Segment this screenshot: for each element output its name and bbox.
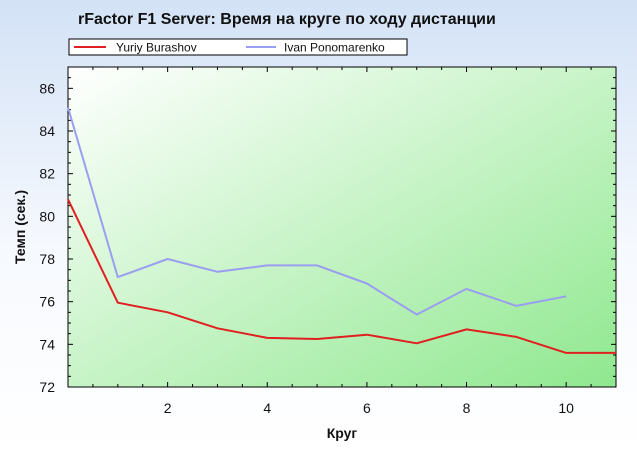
- y-axis-label: Темп (сек.): [12, 190, 28, 264]
- y-tick-label: 80: [39, 208, 55, 224]
- x-tick-label: 4: [263, 400, 271, 416]
- series-line-ivan-ponomarenko: [67, 107, 567, 316]
- y-tick-label: 84: [39, 123, 55, 139]
- series-layer: [67, 107, 616, 354]
- x-axis: 2 4 6 8 10: [92, 67, 592, 416]
- y-axis: 72 74 76 78 80 82 84 86: [39, 77, 616, 395]
- y-tick-label: 78: [39, 251, 55, 267]
- legend-label-ponomarenko: Ivan Ponomarenko: [284, 41, 385, 55]
- chart-title: rFactor F1 Server: Время на круге по ход…: [78, 11, 496, 28]
- legend-label-burashov: Yuriy Burashov: [116, 41, 197, 55]
- y-tick-label: 86: [39, 80, 55, 96]
- y-tick-label: 76: [39, 294, 55, 310]
- y-tick-label: 72: [39, 379, 55, 395]
- legend: Yuriy Burashov Ivan Ponomarenko: [68, 38, 408, 56]
- x-tick-label: 10: [558, 400, 574, 416]
- x-tick-label: 6: [363, 400, 371, 416]
- y-tick-label: 74: [39, 336, 55, 352]
- x-axis-label: Круг: [327, 425, 358, 441]
- x-tick-label: 2: [164, 400, 172, 416]
- y-tick-label: 82: [39, 166, 55, 182]
- series-line-yuriy-burashov: [67, 198, 616, 354]
- x-tick-label: 8: [463, 400, 471, 416]
- plot-area: [67, 66, 617, 388]
- legend-box: [68, 38, 408, 56]
